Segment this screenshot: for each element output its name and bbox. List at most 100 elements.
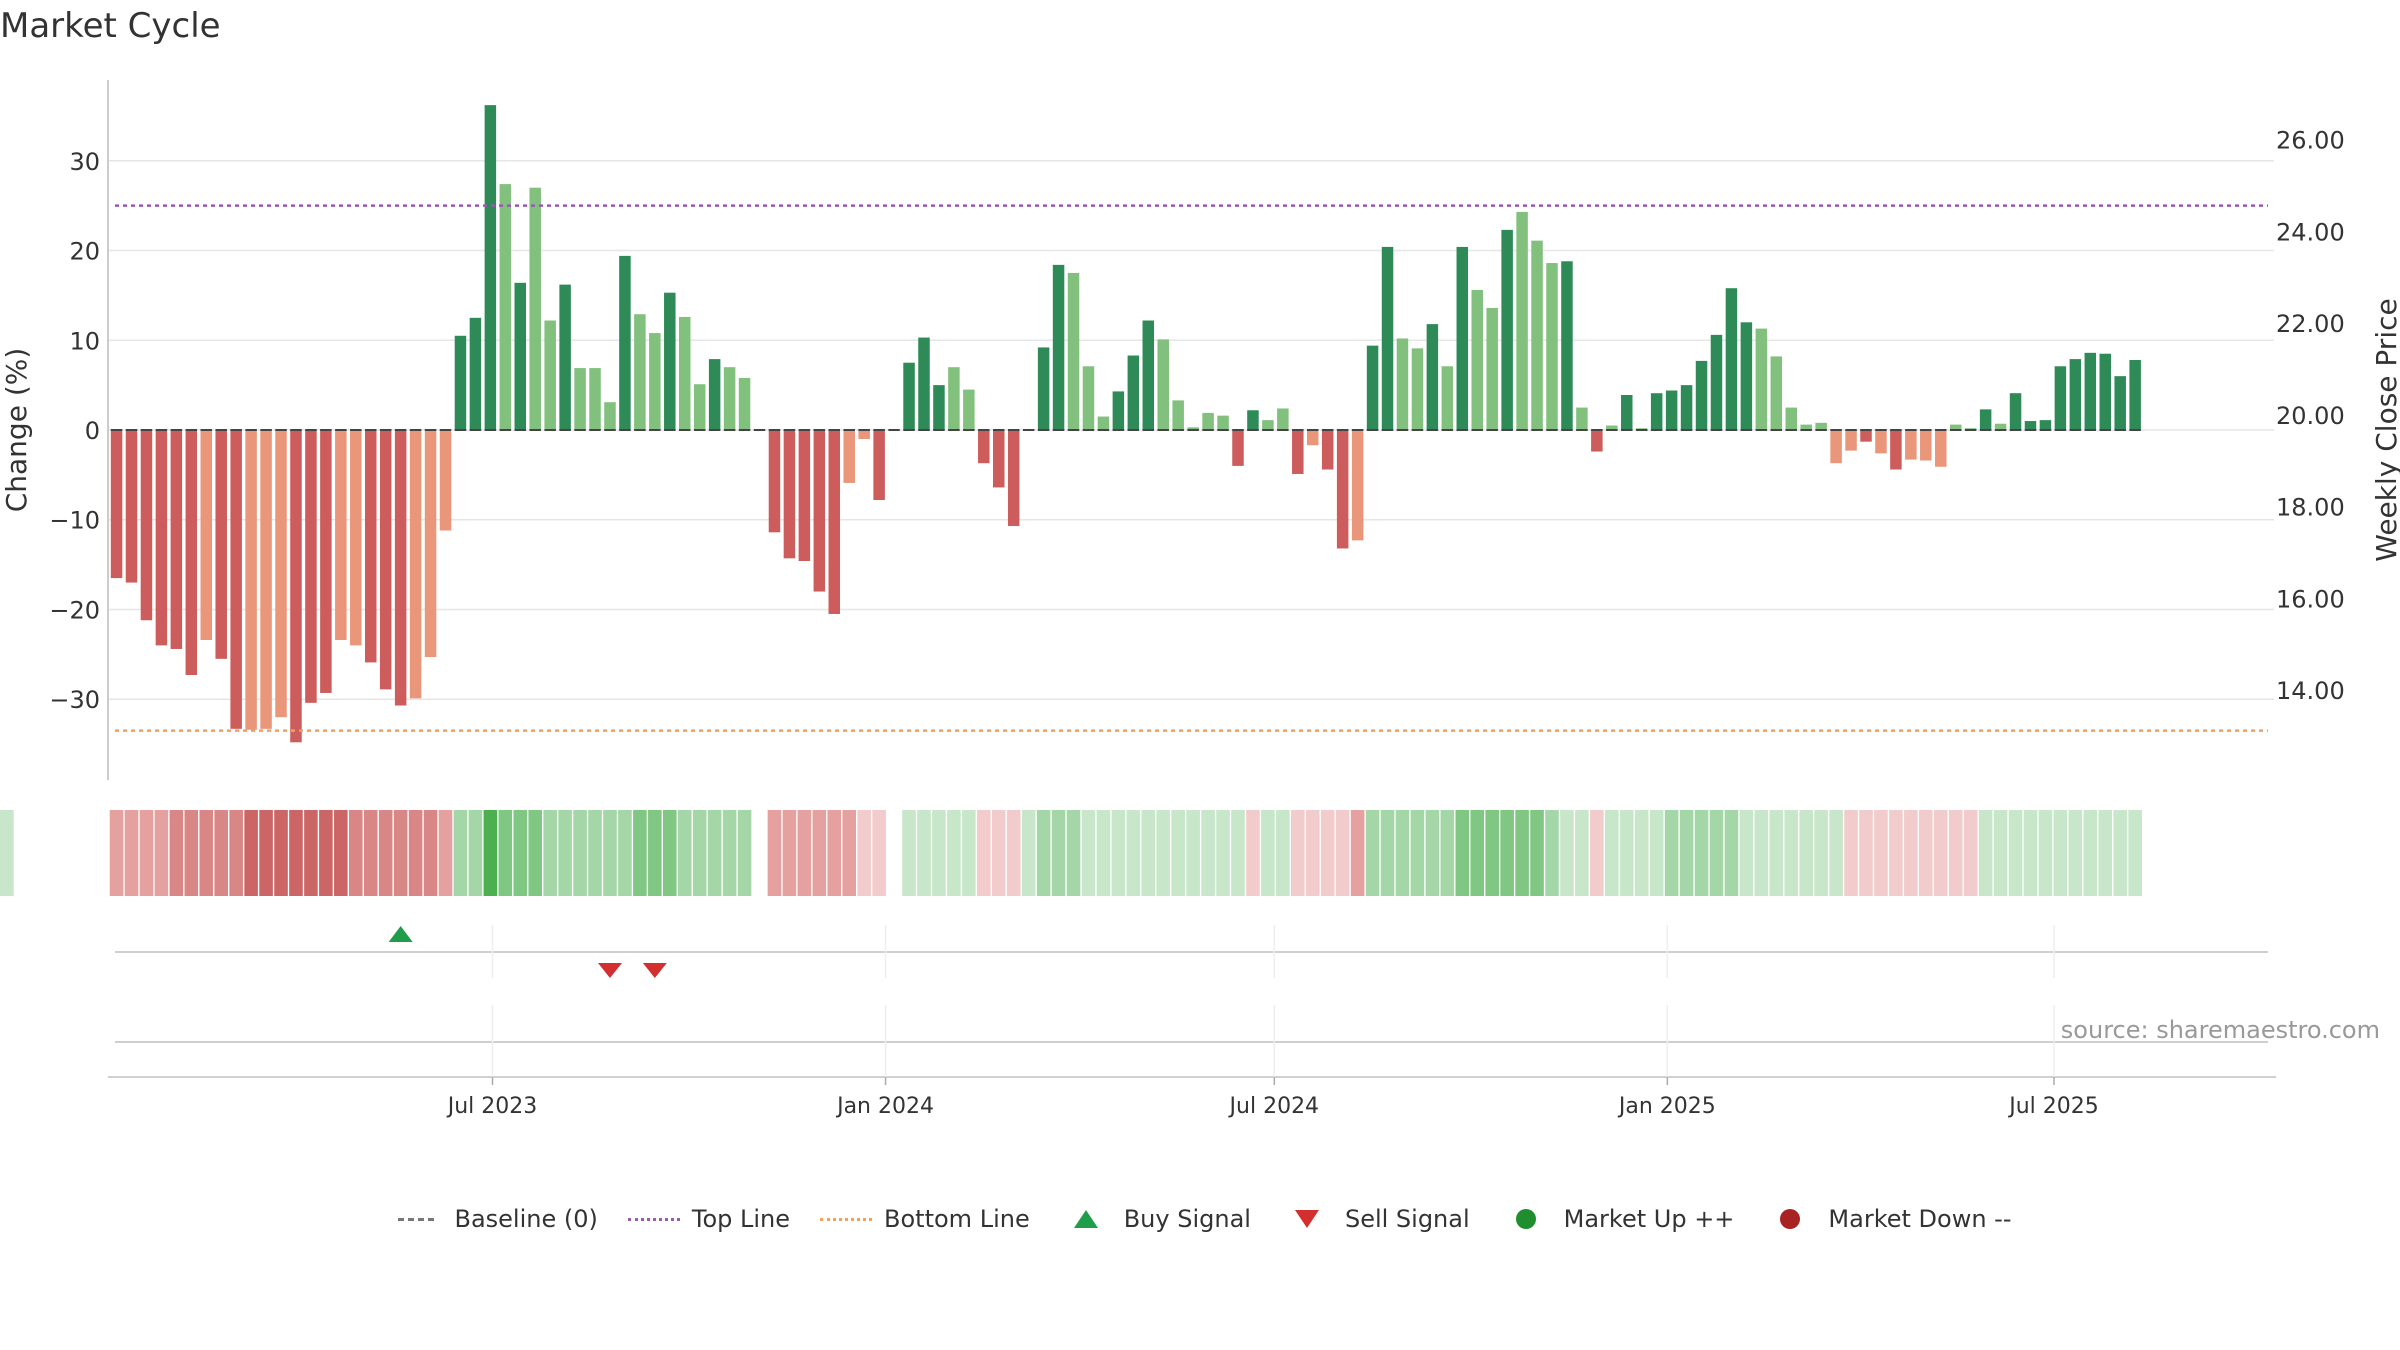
bar bbox=[454, 335, 467, 430]
bar bbox=[1710, 334, 1723, 430]
y2-tick-label: 18.00 bbox=[2276, 494, 2345, 522]
strip-cell bbox=[1231, 810, 1245, 896]
y-tick-label: 30 bbox=[69, 148, 100, 176]
bar bbox=[1067, 272, 1080, 430]
strip-cell bbox=[2083, 810, 2098, 896]
legend-symbol-tri-down bbox=[1279, 1207, 1335, 1231]
strip-cell bbox=[677, 810, 692, 896]
legend-symbol-dot-orange bbox=[818, 1207, 874, 1231]
strip-cell bbox=[1350, 810, 1365, 896]
strip-cell bbox=[334, 810, 348, 896]
bar bbox=[828, 430, 841, 614]
bar bbox=[1561, 261, 1573, 430]
bar bbox=[1097, 416, 1110, 430]
grid-layer bbox=[108, 160, 2274, 700]
strip-cell bbox=[917, 810, 931, 896]
strip-cell bbox=[872, 810, 886, 896]
bar bbox=[125, 430, 138, 583]
strip-cell bbox=[1799, 810, 1813, 896]
strip-cell bbox=[304, 810, 318, 896]
sell-signal-marker bbox=[642, 963, 667, 978]
y2-tick-label: 20.00 bbox=[2276, 402, 2345, 430]
bar bbox=[858, 430, 870, 439]
bar bbox=[1680, 385, 1693, 430]
strip-cell bbox=[184, 810, 199, 896]
strip-cell bbox=[1515, 810, 1529, 896]
strip-cell bbox=[1111, 810, 1126, 896]
bar bbox=[1292, 430, 1304, 474]
y-tick-label: −20 bbox=[49, 596, 100, 624]
sell-signal-marker bbox=[597, 963, 622, 978]
bar bbox=[305, 430, 317, 703]
strip-cell bbox=[453, 810, 468, 896]
strip-cell bbox=[543, 810, 557, 896]
y2-axis-label: Weekly Close Price bbox=[2370, 298, 2400, 561]
strip-cell bbox=[244, 810, 258, 896]
bar bbox=[574, 368, 586, 430]
bar bbox=[693, 384, 706, 430]
bar bbox=[1127, 355, 1140, 430]
strip-cell bbox=[618, 810, 632, 896]
bar bbox=[1785, 407, 1797, 430]
strip-cell bbox=[1006, 810, 1021, 896]
strip-cell bbox=[1978, 810, 1993, 896]
strip-cell bbox=[1320, 810, 1335, 896]
bar bbox=[918, 337, 930, 430]
strip-cell bbox=[1051, 810, 1066, 896]
bar bbox=[2069, 359, 2082, 430]
bar bbox=[230, 430, 242, 729]
strip-cell bbox=[363, 810, 378, 896]
strip-cell bbox=[857, 810, 871, 896]
strip-cell bbox=[932, 810, 946, 896]
reference-lines bbox=[115, 204, 2268, 732]
strip-cell bbox=[1096, 810, 1111, 896]
bar bbox=[200, 430, 213, 640]
bar bbox=[664, 292, 676, 430]
strip-cell bbox=[707, 810, 722, 896]
strip-cell bbox=[1156, 810, 1171, 896]
bar bbox=[1949, 424, 1962, 430]
strip-cell bbox=[947, 810, 961, 896]
bar bbox=[1336, 430, 1349, 549]
strip-cell bbox=[0, 810, 14, 896]
strip-cell bbox=[1784, 810, 1799, 896]
strip-cell bbox=[1575, 810, 1589, 896]
bar bbox=[2099, 353, 2111, 430]
legend-symbol-circle-red bbox=[1762, 1207, 1818, 1231]
bar bbox=[1142, 320, 1155, 430]
bar bbox=[678, 316, 691, 430]
bar bbox=[170, 430, 183, 649]
strip-cell bbox=[588, 810, 602, 896]
bar bbox=[529, 187, 541, 430]
strip-cell bbox=[1948, 810, 1963, 896]
bar bbox=[843, 430, 855, 483]
legend-symbol-circle-green bbox=[1498, 1207, 1554, 1231]
strip-cell bbox=[1126, 810, 1141, 896]
strip-cell bbox=[1769, 810, 1784, 896]
bar bbox=[634, 314, 646, 430]
strip-cell bbox=[154, 810, 169, 896]
strip-cell bbox=[423, 810, 438, 896]
bar bbox=[559, 284, 571, 430]
strip-cell bbox=[229, 810, 243, 896]
bar bbox=[1052, 264, 1065, 430]
strip-cell bbox=[199, 810, 214, 896]
bar bbox=[1890, 430, 1902, 470]
bar bbox=[1725, 288, 1738, 430]
bar bbox=[649, 333, 661, 430]
strip-cell bbox=[378, 810, 393, 896]
strip-cell bbox=[1664, 810, 1679, 896]
x-tick-label: Jan 2025 bbox=[1617, 1094, 1716, 1119]
strip-cell bbox=[1261, 810, 1275, 896]
bar bbox=[1994, 423, 2007, 430]
strip-cell bbox=[1993, 810, 2008, 896]
y-tick-label: 10 bbox=[69, 327, 100, 355]
bar bbox=[155, 430, 168, 646]
strip-cell bbox=[139, 810, 154, 896]
bar bbox=[1007, 430, 1020, 527]
bar bbox=[2084, 352, 2097, 430]
strip-cell bbox=[1679, 810, 1694, 896]
bar bbox=[1935, 430, 1947, 467]
bar bbox=[1202, 412, 1214, 430]
bar bbox=[1531, 240, 1543, 430]
